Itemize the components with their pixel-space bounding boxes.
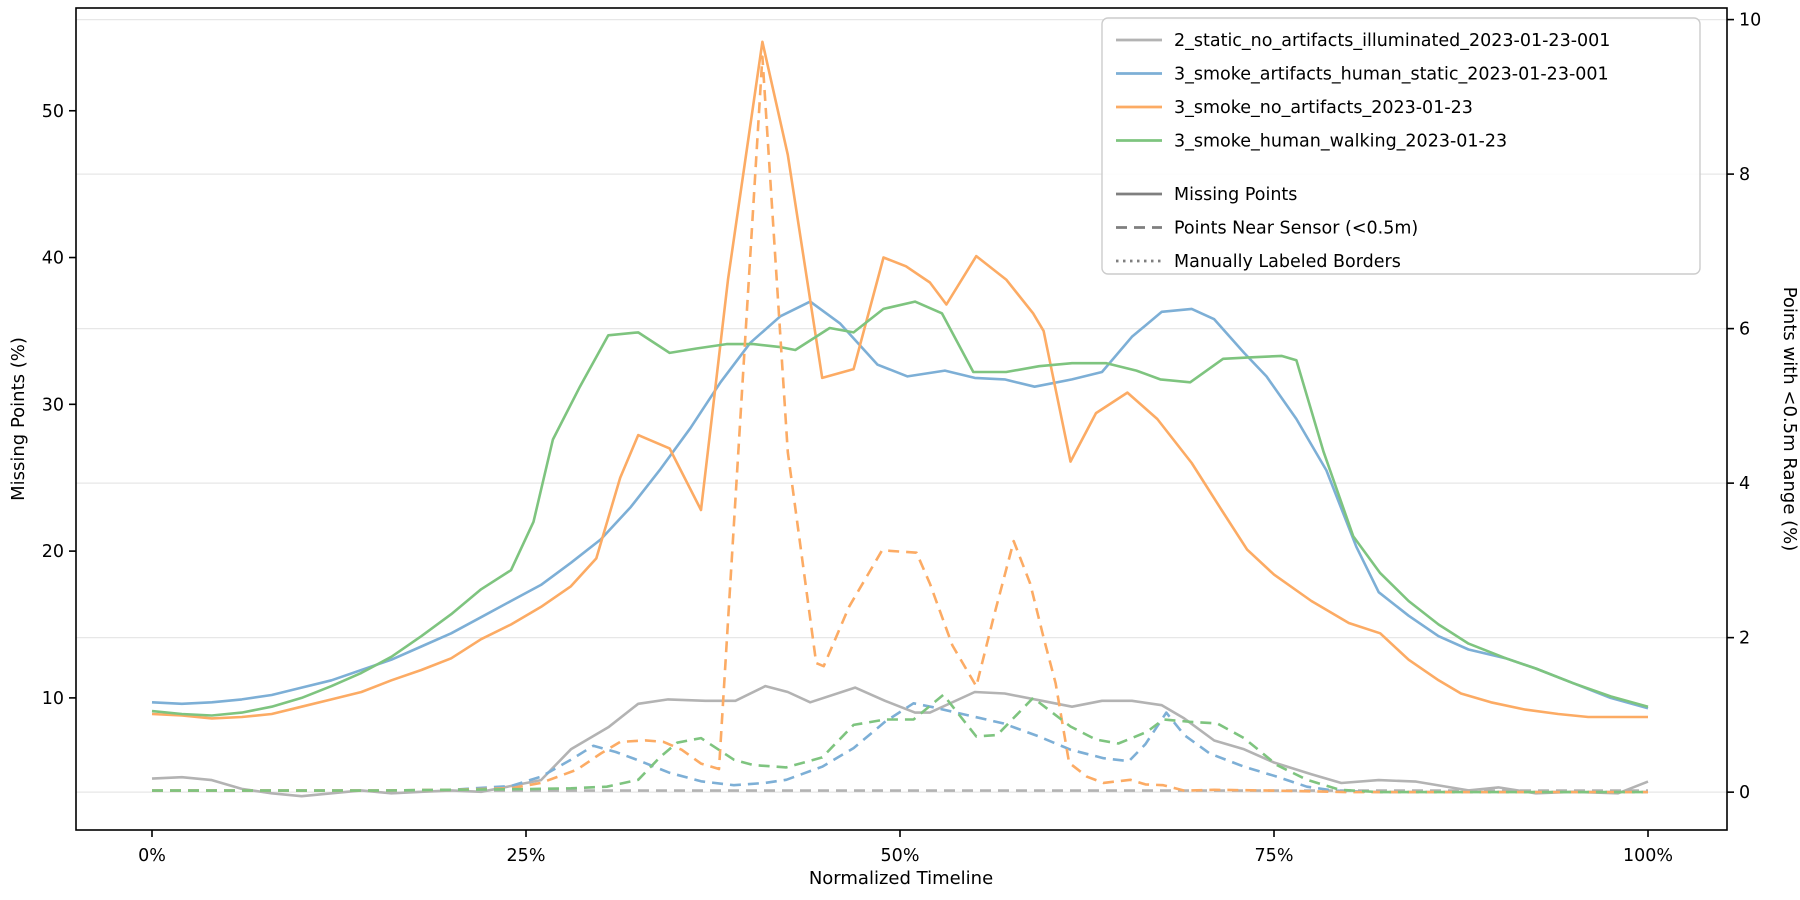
- series-line-1: [151, 300, 1649, 710]
- left-y-axis-label: Missing Points (%): [8, 337, 29, 501]
- series-line-0: [151, 684, 1649, 798]
- series-line-3: [151, 300, 1649, 717]
- right-y-tick-label: 6: [1739, 320, 1750, 340]
- legend-entry-series-3: 3_smoke_human_walking_2023-01-23: [1116, 132, 1507, 152]
- series-line-5: [152, 701, 1648, 794]
- legend-entry-style-0: Missing Points: [1116, 185, 1297, 205]
- left-y-tick-label: 40: [42, 249, 64, 269]
- legend-label: Manually Labeled Borders: [1174, 252, 1401, 272]
- series-lines: [151, 40, 1649, 798]
- legend-entry-series-1: 3_smoke_artifacts_human_static_2023-01-2…: [1116, 65, 1609, 85]
- x-tick-label: 0%: [138, 846, 166, 866]
- left-y-tick-label: 50: [42, 102, 64, 122]
- legend: 2_static_no_artifacts_illuminated_2023-0…: [1101, 17, 1701, 275]
- right-y-tick-label: 0: [1739, 783, 1750, 803]
- legend-label: 3_smoke_no_artifacts_2023-01-23: [1174, 98, 1473, 118]
- legend-entry-series-2: 3_smoke_no_artifacts_2023-01-23: [1116, 98, 1473, 118]
- series-line-2: [151, 40, 1648, 720]
- legend-entry-series-0: 2_static_no_artifacts_illuminated_2023-0…: [1116, 31, 1610, 51]
- x-tick-label: 75%: [1255, 846, 1294, 866]
- legend-entry-style-1: Points Near Sensor (<0.5m): [1116, 219, 1418, 239]
- right-y-tick-label: 8: [1739, 165, 1750, 185]
- legend-label: 3_smoke_human_walking_2023-01-23: [1174, 132, 1507, 152]
- right-y-tick-label: 4: [1739, 474, 1750, 494]
- plot-border: [75, 7, 1728, 831]
- x-tick-label: 50%: [881, 846, 920, 866]
- series-line-7: [152, 693, 1648, 794]
- legend-entry-style-2: Manually Labeled Borders: [1116, 252, 1401, 272]
- right-y-axis-label: Points with <0.5m Range (%): [1779, 287, 1800, 552]
- left-y-tick-label: 30: [42, 395, 64, 415]
- axis-ticks: 0% 25% 50% 75% 100% 10 20 30 40 50 0 2 4 6 8 10: [42, 11, 1762, 866]
- right-y-tick-label: 10: [1739, 11, 1761, 31]
- series-line-6: [152, 55, 1648, 794]
- x-axis-label: Normalized Timeline: [809, 868, 993, 889]
- legend-label: Missing Points: [1174, 185, 1297, 205]
- legend-label: Points Near Sensor (<0.5m): [1174, 219, 1418, 239]
- right-y-tick-label: 2: [1739, 629, 1750, 649]
- left-y-tick-label: 20: [42, 542, 64, 562]
- left-y-tick-label: 10: [42, 689, 64, 709]
- legend-label: 3_smoke_artifacts_human_static_2023-01-2…: [1174, 65, 1609, 85]
- legend-label: 2_static_no_artifacts_illuminated_2023-0…: [1174, 31, 1610, 51]
- legend-frame: [1101, 17, 1701, 275]
- x-tick-label: 25%: [507, 846, 546, 866]
- x-tick-label: 100%: [1623, 846, 1673, 866]
